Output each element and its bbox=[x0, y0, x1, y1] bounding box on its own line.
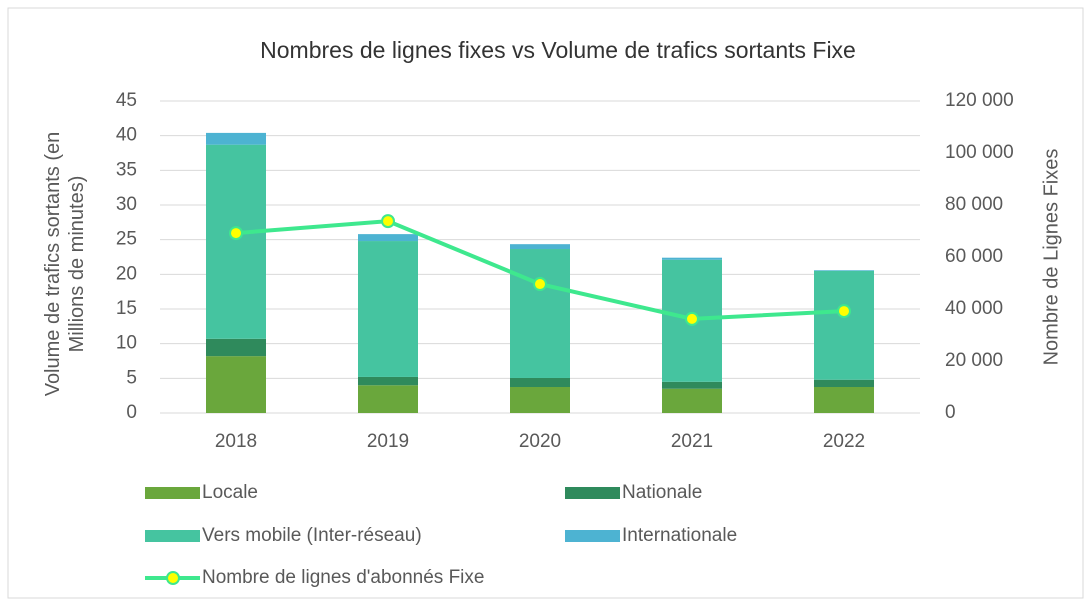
bar-segment bbox=[510, 244, 570, 250]
legend-label: Vers mobile (Inter-réseau) bbox=[202, 525, 422, 546]
y2-tick-label: 0 bbox=[945, 402, 956, 423]
y2-tick-label: 40 000 bbox=[945, 298, 1003, 319]
chart-title: Nombres de lignes fixes vs Volume de tra… bbox=[260, 37, 856, 63]
y2-tick-label: 100 000 bbox=[945, 142, 1014, 163]
bar-segment bbox=[814, 270, 874, 380]
line-marker bbox=[381, 214, 395, 229]
line-marker bbox=[685, 311, 699, 326]
x-tick-label: 2022 bbox=[823, 431, 865, 452]
legend-label: Nationale bbox=[622, 482, 702, 503]
legend-swatch-marker bbox=[166, 571, 180, 585]
legend-swatch bbox=[145, 487, 200, 499]
y2-tick-label: 60 000 bbox=[945, 246, 1003, 267]
line-marker bbox=[837, 304, 851, 319]
x-tick-label: 2021 bbox=[671, 431, 713, 452]
y-tick-label: 20 bbox=[116, 263, 137, 284]
x-tick-label: 2019 bbox=[367, 431, 409, 452]
y-tick-label: 0 bbox=[126, 402, 137, 423]
x-tick-label: 2018 bbox=[215, 431, 257, 452]
line-marker bbox=[229, 226, 243, 241]
bar-segment bbox=[662, 381, 722, 389]
bar-segment bbox=[510, 387, 570, 413]
bar-segment bbox=[358, 376, 418, 386]
y-tick-label: 45 bbox=[116, 90, 137, 111]
legend-swatch bbox=[565, 530, 620, 542]
bar-segment bbox=[358, 385, 418, 413]
y-tick-label: 35 bbox=[116, 159, 137, 180]
x-tick-label: 2020 bbox=[519, 431, 561, 452]
legend-label: Nombre de lignes d'abonnés Fixe bbox=[202, 567, 484, 588]
bar-segment bbox=[510, 377, 570, 387]
bar-segment bbox=[206, 338, 266, 357]
bar-segment bbox=[358, 234, 418, 242]
bar-segment bbox=[814, 387, 874, 413]
y2-tick-label: 20 000 bbox=[945, 350, 1003, 371]
line-marker bbox=[533, 277, 547, 292]
bar-segment bbox=[662, 257, 722, 260]
y-axis-label: Volume de trafics sortants (en Millions … bbox=[42, 131, 88, 397]
bar-segment bbox=[814, 270, 874, 271]
y-tick-label: 10 bbox=[116, 333, 137, 354]
legend-swatch bbox=[145, 530, 200, 542]
bar-segment bbox=[206, 144, 266, 339]
bar-segment bbox=[814, 379, 874, 387]
legend-label: Internationale bbox=[622, 525, 737, 546]
legend-label: Locale bbox=[202, 482, 258, 503]
y-tick-label: 40 bbox=[116, 125, 137, 146]
bar-segment bbox=[510, 249, 570, 378]
bar-segment bbox=[662, 388, 722, 413]
bar-segment bbox=[358, 241, 418, 377]
y-tick-label: 15 bbox=[116, 298, 137, 319]
y-tick-label: 30 bbox=[116, 194, 137, 215]
y2-axis-label: Nombre de Lignes Fixes bbox=[1040, 149, 1062, 366]
bar-segment bbox=[206, 132, 266, 145]
y-tick-label: 25 bbox=[116, 229, 137, 250]
bar-segment bbox=[206, 356, 266, 413]
y-tick-label: 5 bbox=[126, 367, 137, 388]
legend-swatch bbox=[565, 487, 620, 499]
y2-tick-label: 80 000 bbox=[945, 194, 1003, 215]
y2-tick-label: 120 000 bbox=[945, 90, 1014, 111]
